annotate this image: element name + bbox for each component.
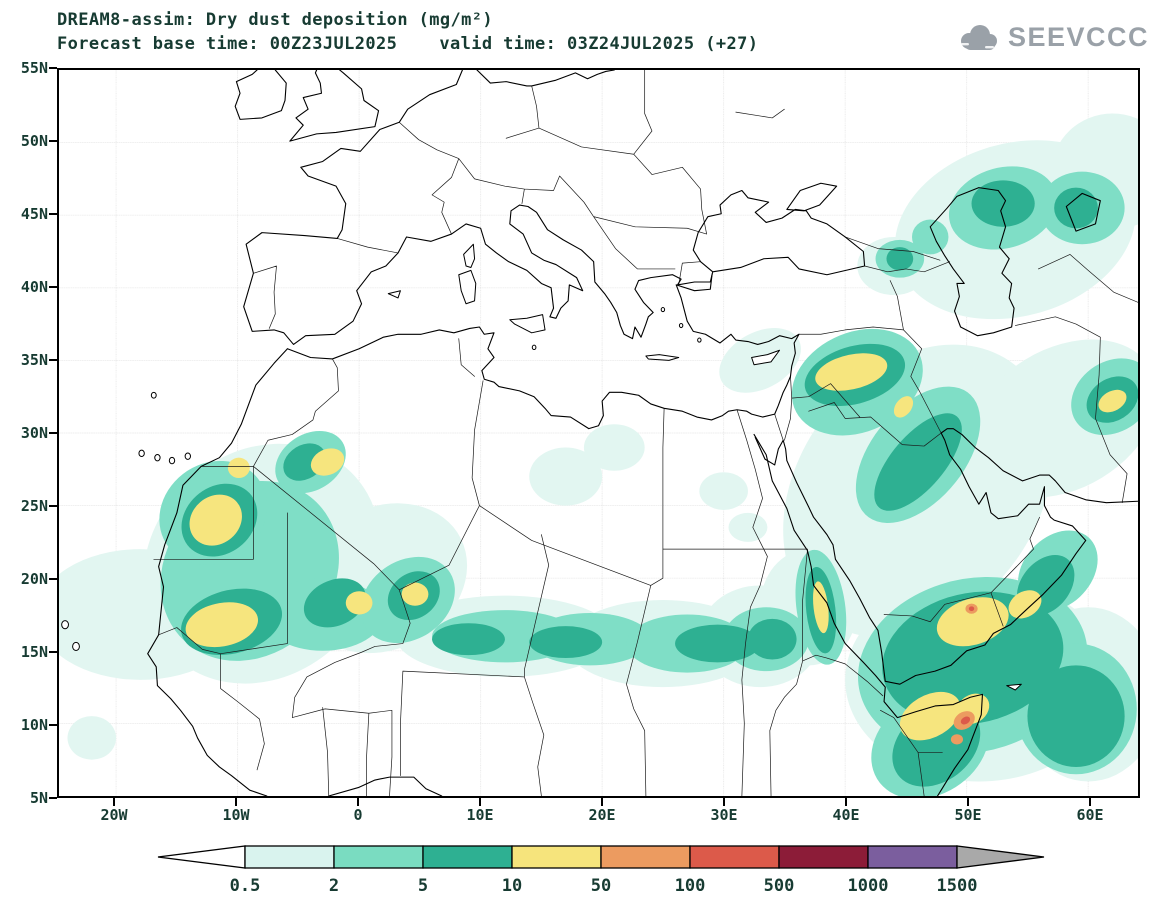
cloud-icon — [960, 24, 997, 50]
colorbar-segment — [600, 845, 691, 869]
y-tick — [49, 651, 57, 653]
y-tick — [49, 432, 57, 434]
y-axis-label: 45N — [20, 205, 48, 223]
y-axis-label: 10N — [20, 716, 48, 734]
x-axis-label: 30E — [710, 806, 738, 824]
valid-time: valid time: 03Z24JUL2025 (+27) — [439, 34, 759, 54]
y-tick — [49, 724, 57, 726]
x-tick — [113, 798, 115, 806]
dust-layer-10 — [185, 353, 1127, 741]
y-axis-label: 50N — [20, 132, 48, 150]
colorbar-segment — [778, 845, 869, 869]
country-borders-layer — [154, 70, 1138, 796]
y-axis-label: 35N — [20, 351, 48, 369]
colorbar-label: 50 — [590, 876, 612, 896]
colorbar-label: 10 — [501, 876, 523, 896]
dust-layer-5 — [181, 180, 1138, 787]
y-tick — [49, 67, 57, 69]
seevccc-logo: SEEVCCC — [955, 22, 1149, 53]
colorbar-arrow-left — [157, 845, 246, 869]
x-axis-label: 10W — [222, 806, 250, 824]
logo-text: SEEVCCC — [1007, 22, 1149, 52]
islands-layer — [62, 244, 1022, 690]
y-axis-label: 55N — [20, 59, 48, 77]
x-axis-label: 50E — [954, 806, 982, 824]
colorbar-label: 5 — [417, 876, 429, 896]
x-axis-label: 60E — [1076, 806, 1104, 824]
y-tick — [49, 359, 57, 361]
y-axis-label: 40N — [20, 278, 48, 296]
y-tick — [49, 140, 57, 142]
x-tick — [479, 798, 481, 806]
x-tick — [967, 798, 969, 806]
map-plot — [57, 68, 1140, 798]
colorbar-arrow-right — [956, 845, 1045, 869]
x-tick — [723, 798, 725, 806]
y-axis-label: 15N — [20, 643, 48, 661]
x-axis-label: 20W — [100, 806, 128, 824]
y-axis-label: 5N — [29, 789, 48, 807]
y-tick — [49, 213, 57, 215]
plot-title: DREAM8-assim: Dry dust deposition (mg/m²… — [57, 10, 494, 30]
y-axis-label: 25N — [20, 497, 48, 515]
map-canvas — [59, 70, 1138, 796]
dust-layer-100 — [960, 606, 975, 725]
x-tick — [601, 798, 603, 806]
colorbar-segment — [867, 845, 958, 869]
x-tick — [845, 798, 847, 806]
y-axis-label: 20N — [20, 570, 48, 588]
colorbar-label: 2 — [328, 876, 340, 896]
y-tick — [49, 797, 57, 799]
coastlines-layer — [148, 70, 1138, 796]
x-tick — [1089, 798, 1091, 806]
x-tick — [235, 798, 237, 806]
x-axis-label: 10E — [466, 806, 494, 824]
forecast-time-line: Forecast base time: 00Z23JUL2025 valid ti… — [57, 34, 758, 54]
colorbar-segment — [333, 845, 424, 869]
colorbar-label: 0.5 — [229, 876, 261, 896]
y-tick — [49, 505, 57, 507]
colorbar — [157, 845, 1045, 869]
colorbar-label: 500 — [763, 876, 795, 896]
colorbar-label: 1500 — [936, 876, 978, 896]
x-axis-label: 20E — [588, 806, 616, 824]
x-tick — [357, 798, 359, 806]
x-axis-label: 40E — [832, 806, 860, 824]
colorbar-segment — [511, 845, 602, 869]
forecast-base-time: Forecast base time: 00Z23JUL2025 — [57, 34, 398, 54]
y-tick — [49, 578, 57, 580]
colorbar-segment — [244, 845, 335, 869]
colorbar-label: 1000 — [847, 876, 889, 896]
y-axis-label: 30N — [20, 424, 48, 442]
colorbar-label: 100 — [674, 876, 706, 896]
y-tick — [49, 286, 57, 288]
colorbar-segment — [689, 845, 780, 869]
colorbar-segment — [422, 845, 513, 869]
x-axis-label: 0 — [353, 806, 363, 824]
colorbar-canvas — [157, 845, 1045, 869]
